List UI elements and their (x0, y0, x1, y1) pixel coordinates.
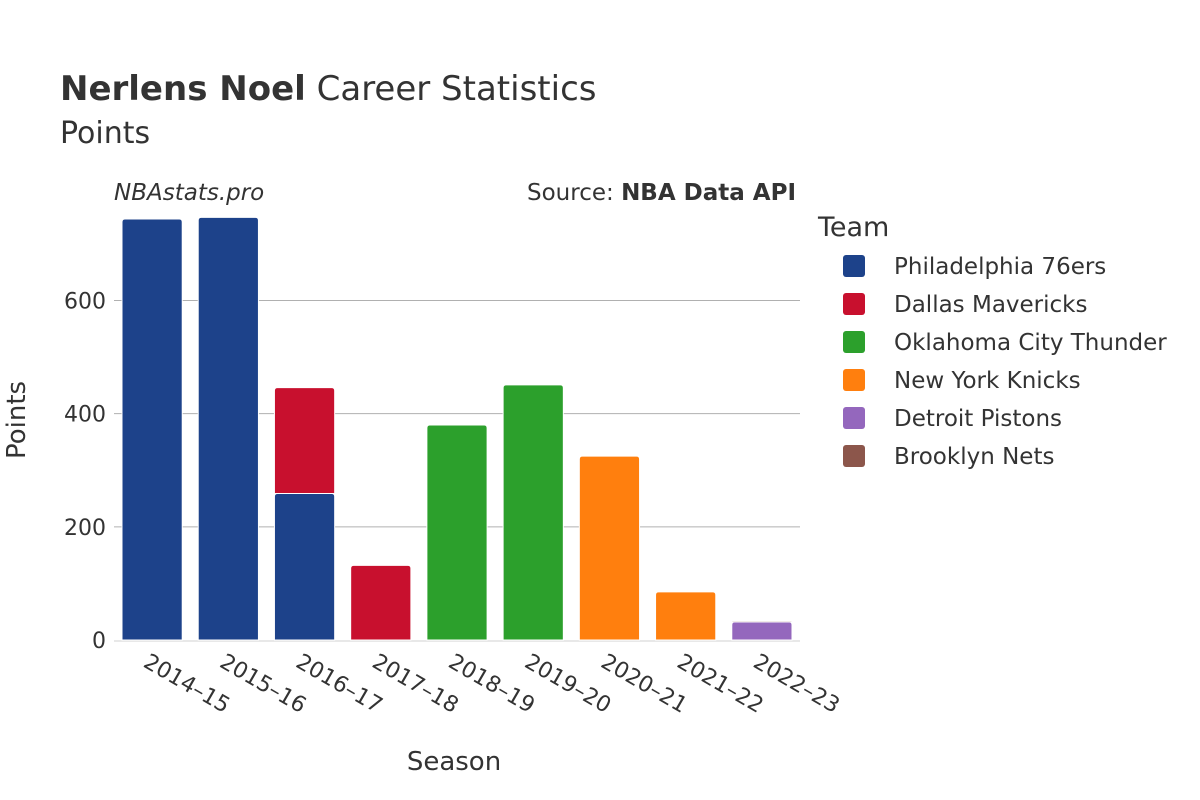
legend-swatch (843, 369, 865, 391)
legend-swatch (843, 293, 865, 315)
x-tick-label: 2014–15 (139, 650, 234, 719)
y-tick-label: 0 (92, 629, 106, 654)
legend-label: Oklahoma City Thunder (894, 330, 1167, 356)
y-tick-label: 400 (64, 403, 106, 428)
chart-subtitle: Points (60, 116, 150, 151)
bar-segment[interactable]: New York Knicks 2020–21: 325 (578, 455, 641, 641)
source-name: NBA Data API (621, 180, 796, 206)
legend-label: Philadelphia 76ers (894, 254, 1106, 280)
legend-label: Dallas Mavericks (894, 292, 1087, 318)
watermark-text: NBAstats.pro (114, 180, 264, 206)
legend-swatch (843, 331, 865, 353)
x-axis-title: Season (407, 747, 501, 777)
legend-label: New York Knicks (894, 368, 1081, 394)
legend-swatch (843, 255, 865, 277)
x-tick-label: 2021–22 (673, 650, 768, 719)
y-tick-label: 200 (64, 516, 106, 541)
legend-label: Detroit Pistons (894, 406, 1062, 432)
legend-item[interactable]: Philadelphia 76ers (843, 254, 1106, 280)
chart-title: Nerlens Noel Career Statistics (60, 69, 596, 109)
x-tick-label: 2020–21 (596, 650, 691, 719)
bar-segment[interactable]: Dallas Mavericks 2017–18: 132 (350, 564, 412, 641)
x-tick-label: 2019–20 (520, 650, 615, 719)
legend-item[interactable]: Oklahoma City Thunder (843, 330, 1167, 356)
legend-item[interactable]: New York Knicks (843, 368, 1081, 394)
y-axis-ticks: 0 200 400 600 (64, 290, 106, 654)
chart-title-player: Nerlens Noel (60, 69, 306, 109)
legend-item[interactable]: Detroit Pistons (843, 406, 1062, 432)
bars: Philadelphia 76ers 2014–15: 744Philadelp… (121, 216, 793, 641)
bar-segment[interactable]: Brooklyn Nets 2022–23: 2 (731, 620, 793, 623)
legend-swatch (843, 407, 865, 429)
bar-segment[interactable]: Philadelphia 76ers 2015–16: 747 (197, 216, 259, 641)
bar-segment[interactable]: Oklahoma City Thunder 2018–19: 380 (426, 424, 488, 641)
legend-item[interactable]: Dallas Mavericks (843, 292, 1087, 318)
legend: Philadelphia 76ers Dallas Mavericks Oklaho… (843, 254, 1167, 470)
bar-segment[interactable]: Philadelphia 76ers 2016–17: 259 (273, 492, 336, 641)
x-tick-label: 2017–18 (368, 650, 463, 719)
chart-title-rest: Career Statistics (306, 69, 597, 109)
legend-item[interactable]: Brooklyn Nets (843, 444, 1054, 470)
source-annotation: Source: NBA Data API (527, 180, 796, 206)
legend-label: Brooklyn Nets (894, 444, 1054, 470)
bar-segment[interactable]: New York Knicks 2021–22: 85 (655, 591, 717, 641)
x-tick-label: 2016–17 (292, 650, 387, 719)
bar-segment[interactable]: Dallas Mavericks 2016–17: 187 (273, 387, 336, 494)
legend-swatch (843, 445, 865, 467)
x-tick-label: 2022–23 (749, 650, 844, 719)
bar-segment[interactable]: Oklahoma City Thunder 2019–20: 451 (502, 384, 564, 641)
x-tick-label: 2015–16 (215, 650, 310, 719)
x-axis-ticks: 2014–152015–162016–172017–182018–192019–… (139, 650, 844, 719)
bar-segment[interactable]: Detroit Pistons 2022–23: 32 (731, 621, 793, 641)
x-tick-label: 2018–19 (444, 650, 539, 719)
y-axis-title: Points (2, 381, 32, 459)
bar-segment[interactable]: Philadelphia 76ers 2014–15: 744 (121, 218, 183, 641)
y-tick-label: 600 (64, 290, 106, 315)
legend-title: Team (817, 212, 889, 243)
source-prefix: Source: (527, 180, 621, 206)
